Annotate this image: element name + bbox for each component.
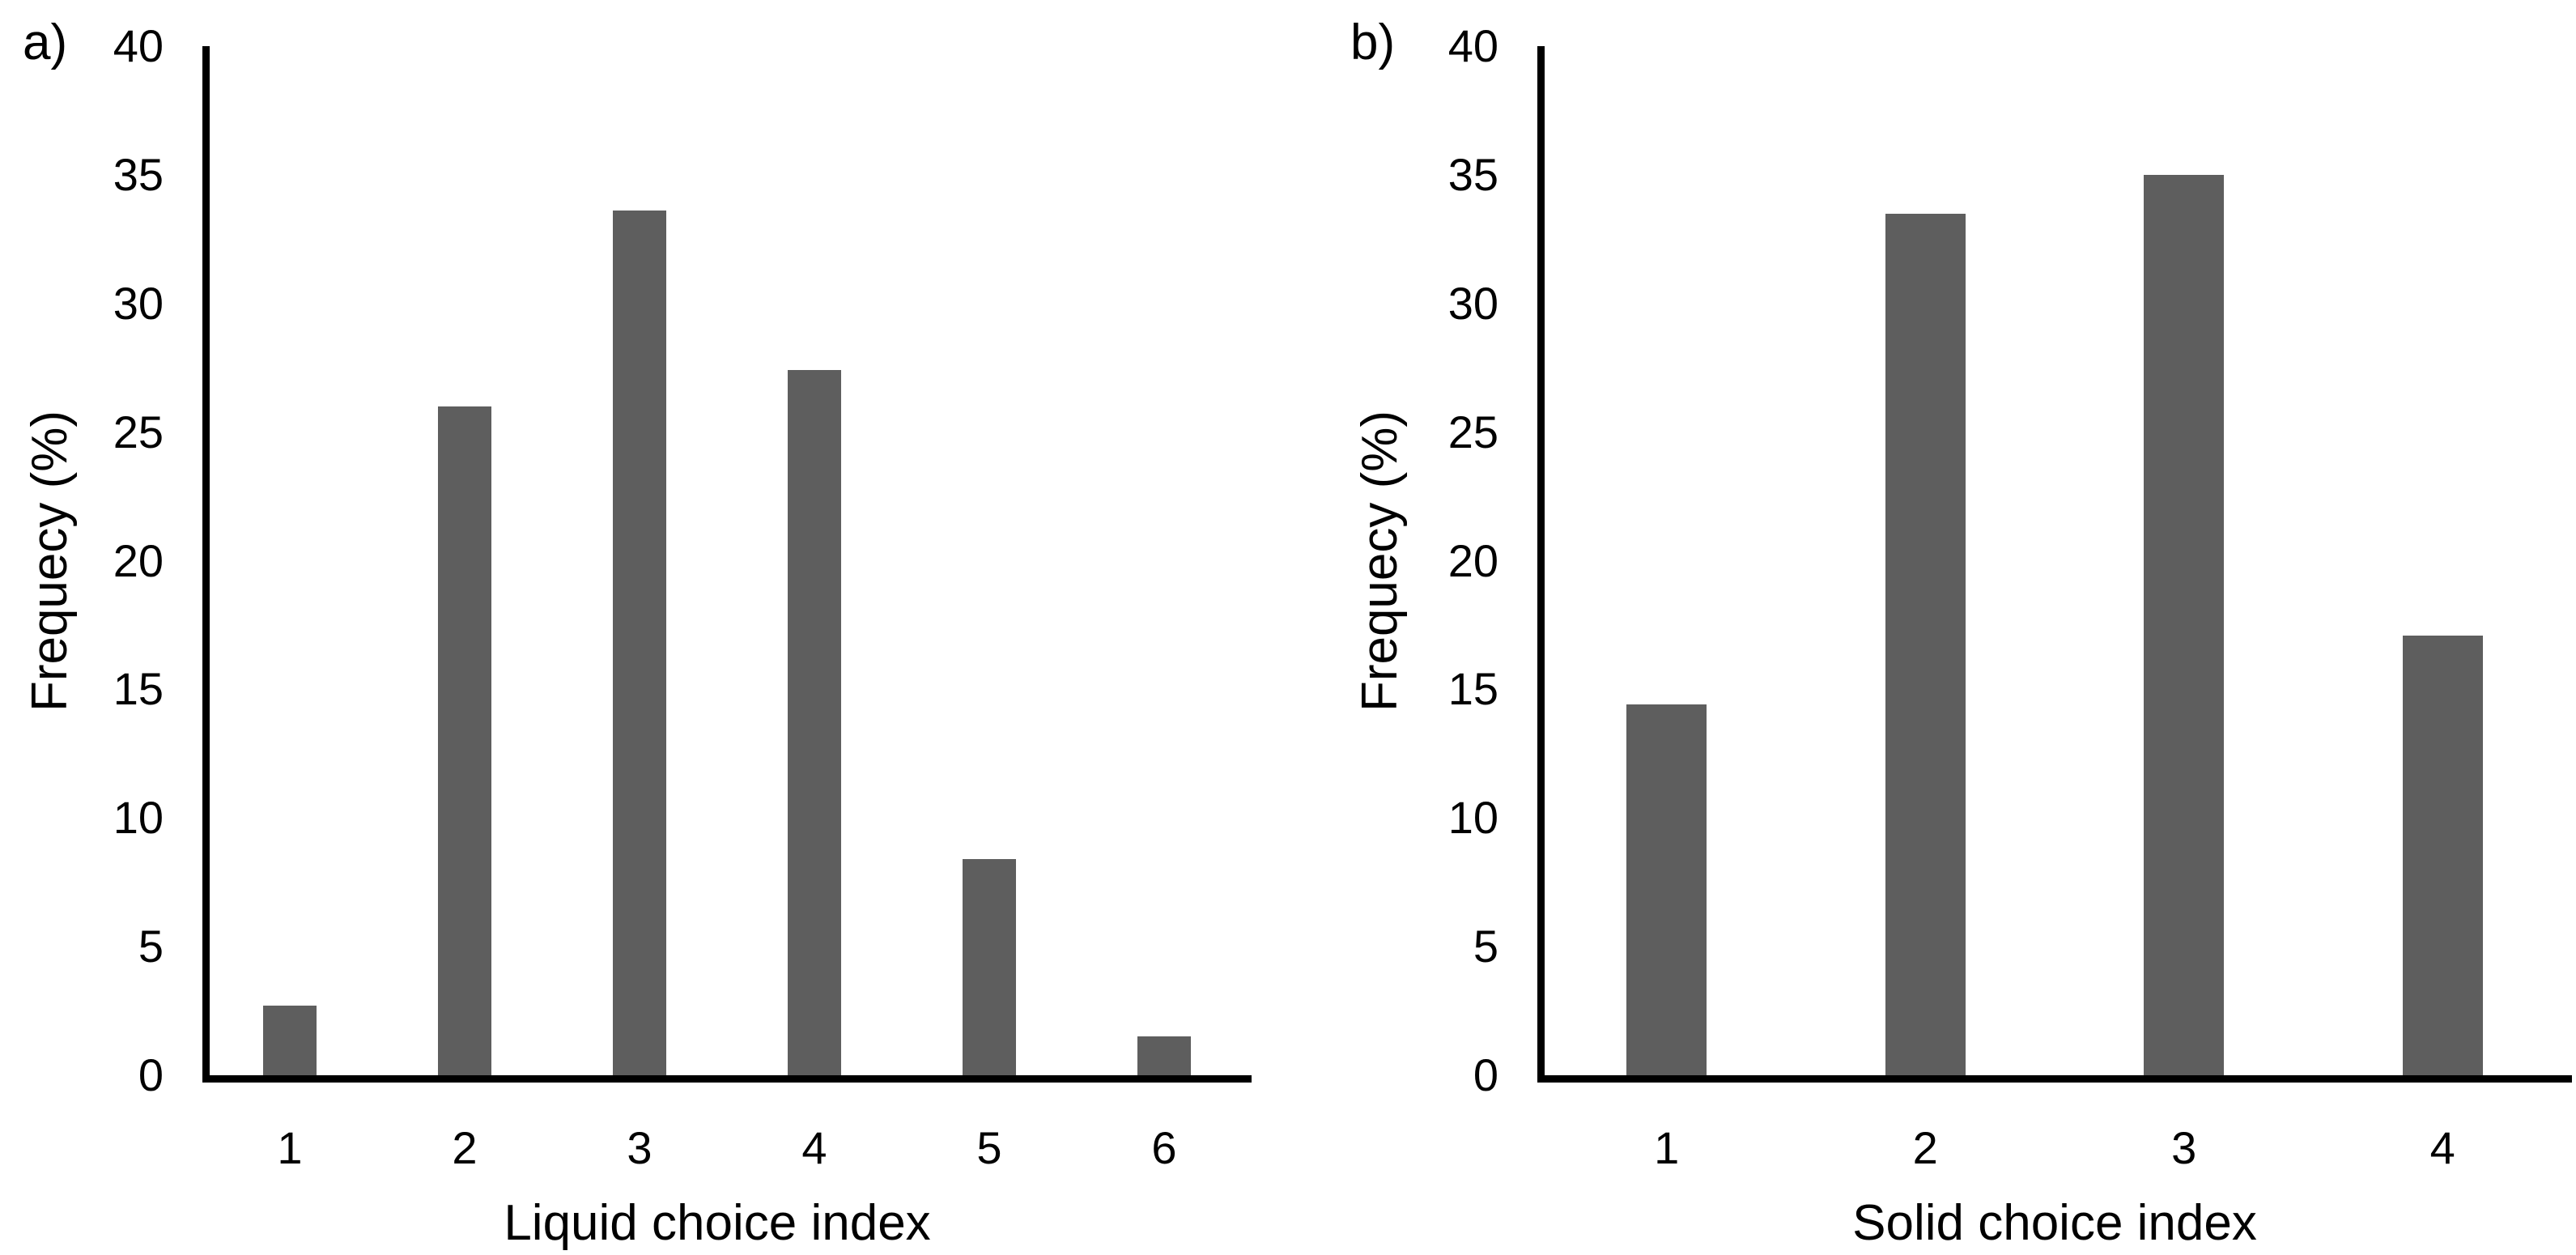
y-tick-label-20: 20 <box>1447 534 1498 586</box>
y-tick-label-0: 0 <box>1473 1049 1498 1100</box>
x-tick-label-5: 5 <box>976 1122 1002 1173</box>
x-axis-line <box>202 1075 1252 1083</box>
bar-2 <box>1885 213 1966 1075</box>
bar-5 <box>962 859 1017 1075</box>
bar-4 <box>787 370 842 1075</box>
bar-2 <box>437 406 492 1075</box>
panel-a-plot-area: 0 5 10 15 20 25 30 35 40 1 2 3 4 5 6 <box>113 23 1252 1171</box>
bar-3 <box>2144 174 2225 1075</box>
x-tick-label-3: 3 <box>2171 1122 2197 1173</box>
x-axis-line <box>1537 1075 2572 1083</box>
x-tick-label-2: 2 <box>452 1122 478 1173</box>
x-tick-label-4: 4 <box>2429 1122 2455 1173</box>
x-tick-label-2: 2 <box>1912 1122 1938 1173</box>
y-tick-label-10: 10 <box>1447 792 1498 844</box>
panel-b-letter: b) <box>1350 15 1396 70</box>
y-tick-label-35: 35 <box>1447 148 1498 200</box>
y-tick-label-25: 25 <box>113 406 164 457</box>
y-tick-label-20: 20 <box>113 534 164 586</box>
x-tick-label-1: 1 <box>277 1122 303 1173</box>
x-tick-label-3: 3 <box>627 1122 653 1173</box>
panel-b-plot-area: 0 5 10 15 20 25 30 35 40 1 2 3 4 <box>1448 23 2572 1171</box>
bar-1 <box>1626 704 1707 1075</box>
panel-b-x-axis-title: Solid choice index <box>1852 1195 2257 1251</box>
y-tick-label-5: 5 <box>138 921 164 972</box>
y-tick-label-5: 5 <box>1473 921 1498 972</box>
bar-1 <box>262 1006 317 1075</box>
y-tick-label-10: 10 <box>113 792 164 844</box>
bar-6 <box>1137 1036 1192 1075</box>
y-tick-label-35: 35 <box>113 148 164 200</box>
y-tick-label-25: 25 <box>1447 406 1498 457</box>
x-tick-label-6: 6 <box>1151 1122 1177 1173</box>
y-axis-line <box>1537 46 1545 1083</box>
y-tick-label-15: 15 <box>1447 663 1498 715</box>
y-tick-label-15: 15 <box>113 663 164 715</box>
bar-4 <box>2402 635 2483 1075</box>
y-tick-label-40: 40 <box>1447 20 1498 71</box>
y-tick-label-30: 30 <box>113 277 164 329</box>
y-tick-label-0: 0 <box>138 1049 164 1100</box>
y-axis-line <box>202 46 210 1083</box>
x-tick-label-1: 1 <box>1654 1122 1680 1173</box>
bar-3 <box>612 211 667 1075</box>
panel-a-letter: a) <box>23 15 68 70</box>
y-tick-label-40: 40 <box>113 20 164 71</box>
y-tick-label-30: 30 <box>1447 277 1498 329</box>
panel-a-x-axis-title: Liquid choice index <box>504 1195 931 1251</box>
x-tick-label-4: 4 <box>801 1122 827 1173</box>
